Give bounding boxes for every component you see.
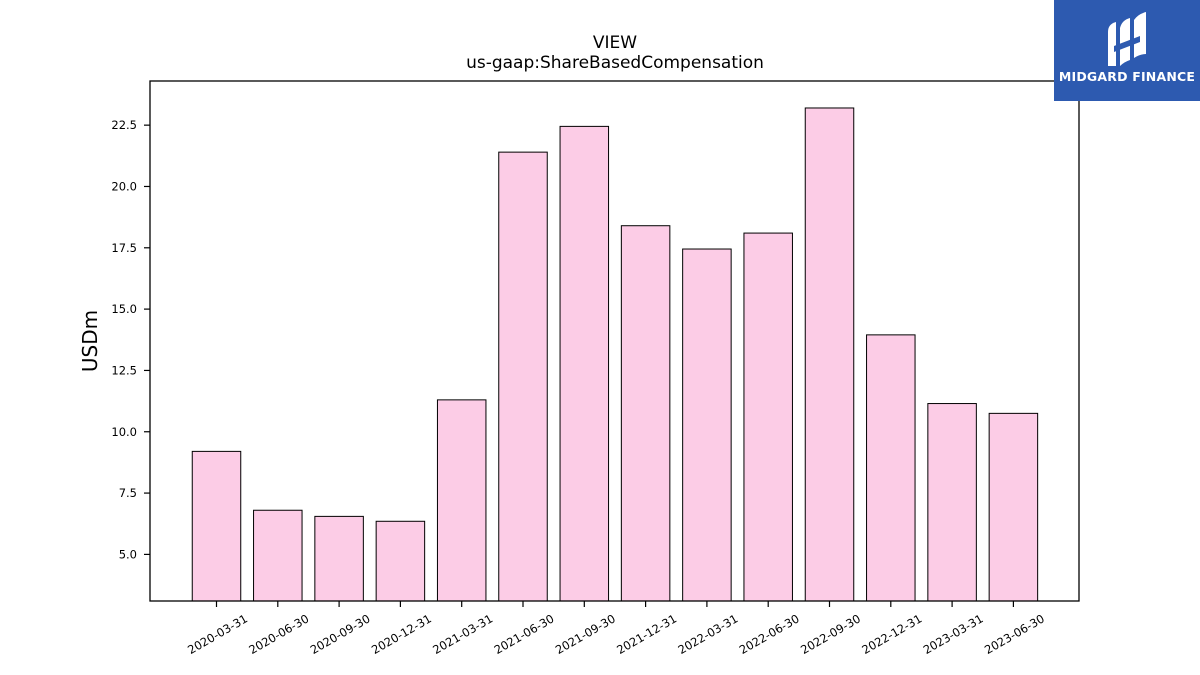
x-tick-label: 2020-12-31 xyxy=(369,611,434,657)
y-tick-label: 22.5 xyxy=(111,118,137,132)
bar-2021-12-31 xyxy=(620,225,671,602)
x-tick-label: 2023-06-30 xyxy=(982,611,1047,657)
logo-mark-icon xyxy=(1108,12,1146,66)
y-tick-label: 7.5 xyxy=(119,486,137,500)
bar-2021-09-30 xyxy=(559,125,610,602)
x-tick-label: 2021-12-31 xyxy=(614,611,679,657)
y-tick-label: 17.5 xyxy=(111,241,137,255)
x-tick-label: 2020-03-31 xyxy=(185,611,250,657)
bar-2020-06-30 xyxy=(253,509,303,602)
x-tick-label: 2022-09-30 xyxy=(798,611,863,657)
chart-title: VIEW xyxy=(593,33,637,53)
bar-2022-06-30 xyxy=(743,232,793,602)
bar-2020-03-31 xyxy=(191,450,242,602)
x-tick-label: 2022-03-31 xyxy=(676,611,741,657)
x-tick-label: 2021-03-31 xyxy=(430,611,495,657)
y-tick-label: 10.0 xyxy=(111,425,137,439)
x-tick-label: 2022-06-30 xyxy=(737,611,802,657)
x-tick-label: 2023-03-31 xyxy=(921,611,986,657)
y-tick-label: 12.5 xyxy=(111,363,137,377)
bar-2020-09-30 xyxy=(314,515,364,602)
x-tick-label: 2020-09-30 xyxy=(308,611,373,657)
bar-2020-12-31 xyxy=(375,520,426,602)
plot-frame xyxy=(149,80,1080,602)
bar-2022-09-30 xyxy=(804,107,855,602)
bar-2021-03-31 xyxy=(436,399,487,602)
x-tick-label: 2021-09-30 xyxy=(553,611,618,657)
y-axis-ticks: 5.0 7.5 10.0 12.5 15.0 17.5 20.0 22.5 xyxy=(111,118,150,561)
chart-subtitle: us-gaap:ShareBasedCompensation xyxy=(466,53,764,73)
x-axis-ticks: 2020-03-312020-06-302020-09-302020-12-31… xyxy=(185,601,1047,657)
y-axis-label: USDm xyxy=(78,310,102,372)
bar-2022-03-31 xyxy=(682,248,732,602)
x-tick-label: 2021-06-30 xyxy=(492,611,557,657)
bar-2022-12-31 xyxy=(866,334,916,602)
y-tick-label: 20.0 xyxy=(111,179,137,193)
y-tick-label: 5.0 xyxy=(119,547,137,561)
x-tick-label: 2022-12-31 xyxy=(859,611,924,657)
y-tick-label: 15.0 xyxy=(111,302,137,316)
bars-group xyxy=(191,107,1039,602)
x-tick-label: 2020-06-30 xyxy=(246,611,311,657)
midgard-finance-logo: MIDGARD FINANCE xyxy=(1054,0,1200,101)
logo-text: MIDGARD FINANCE xyxy=(1058,69,1196,84)
bar-2023-06-30 xyxy=(988,412,1039,602)
bar-2021-06-30 xyxy=(498,151,548,602)
bar-2023-03-31 xyxy=(927,403,977,602)
